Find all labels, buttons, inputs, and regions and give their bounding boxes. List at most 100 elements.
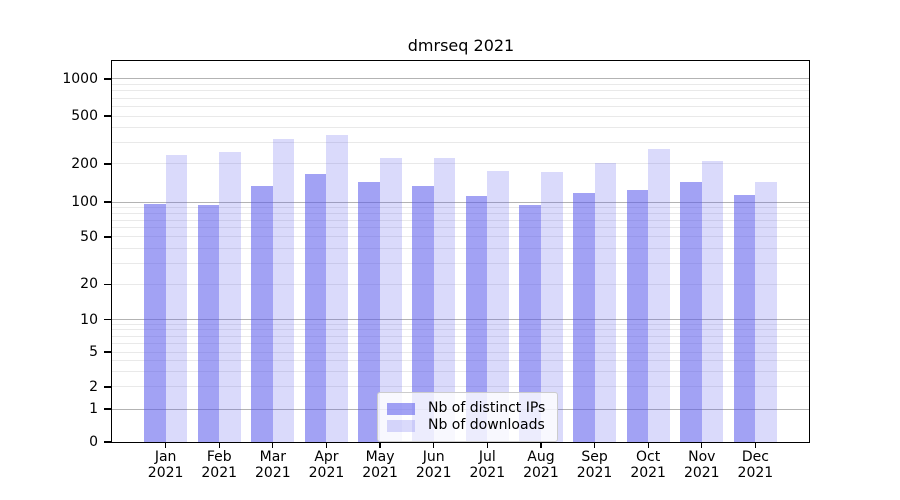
minor-gridline xyxy=(112,248,809,250)
minor-gridline xyxy=(112,386,809,388)
bar-distinct-ips-mar xyxy=(251,186,273,442)
x-tick-year: 2021 xyxy=(362,464,398,481)
x-tick-month: Nov xyxy=(688,449,716,465)
x-tick-label-jun: Jun 2021 xyxy=(402,449,466,481)
x-tick-month: Feb xyxy=(206,449,232,465)
y-tickmark xyxy=(104,115,111,117)
legend-swatch-downloads xyxy=(387,419,415,432)
x-tick-label-mar: Mar 2021 xyxy=(241,449,305,481)
minor-gridline xyxy=(112,360,809,362)
x-tickmark xyxy=(272,443,274,448)
legend: Nb of distinct IPs Nb of downloads xyxy=(377,392,559,442)
legend-label-distinct-ips: Nb of distinct IPs xyxy=(428,400,546,416)
y-tickmark xyxy=(104,283,111,286)
minor-gridline xyxy=(112,115,809,117)
x-tick-year: 2021 xyxy=(255,464,291,481)
y-tickmark xyxy=(104,408,111,410)
minor-gridline xyxy=(112,206,809,208)
minor-gridline xyxy=(112,163,809,165)
bar-downloads-jun xyxy=(433,158,456,442)
y-tick-label-5: 5 xyxy=(89,344,98,360)
y-tick-label-10: 10 xyxy=(80,311,98,328)
x-tickmark xyxy=(593,443,596,448)
bar-distinct-ips-nov xyxy=(680,182,702,442)
x-tickmark xyxy=(647,443,649,448)
plot-area: Nb of distinct IPs Nb of downloads xyxy=(111,60,810,443)
x-tick-year: 2021 xyxy=(523,464,559,481)
minor-gridline xyxy=(112,90,809,92)
bar-distinct-ips-jun xyxy=(412,185,434,442)
legend-row-distinct-ips: Nb of distinct IPs xyxy=(387,400,545,417)
x-tick-month: Jan xyxy=(154,449,177,465)
bar-downloads-apr xyxy=(326,135,349,442)
y-tickmark xyxy=(104,351,111,353)
bar-distinct-ips-feb xyxy=(197,204,220,442)
x-tick-month: Oct xyxy=(636,449,661,465)
x-tick-label-may: May 2021 xyxy=(348,449,412,481)
x-tick-year: 2021 xyxy=(683,464,720,481)
bar-downloads-may xyxy=(380,158,402,442)
bar-downloads-sep xyxy=(594,162,617,442)
bar-distinct-ips-aug xyxy=(519,205,541,442)
x-tickmark xyxy=(754,443,756,448)
minor-gridline xyxy=(112,127,809,129)
x-tick-month: Mar xyxy=(259,449,287,465)
bar-distinct-ips-apr xyxy=(304,174,327,442)
bar-distinct-ips-sep xyxy=(572,192,595,442)
x-tick-label-jul: Jul 2021 xyxy=(455,449,519,481)
x-tickmark xyxy=(325,443,328,448)
minor-gridline xyxy=(112,105,809,107)
minor-gridline xyxy=(112,262,809,264)
x-tick-label-nov: Nov 2021 xyxy=(670,449,734,481)
minor-gridline xyxy=(112,84,809,86)
y-tick-label-500: 500 xyxy=(71,108,98,125)
x-tickmark xyxy=(165,443,167,448)
y-tick-label-200: 200 xyxy=(71,155,98,172)
x-tick-label-sep: Sep 2021 xyxy=(563,449,627,481)
x-tick-label-feb: Feb 2021 xyxy=(187,449,251,481)
x-tick-month: Jun xyxy=(422,449,445,465)
x-tickmark xyxy=(433,443,435,448)
y-tickmark xyxy=(104,236,111,238)
y-tickmark xyxy=(104,78,111,80)
y-tickmark xyxy=(104,163,111,165)
minor-gridline xyxy=(112,283,809,285)
y-tick-label-2: 2 xyxy=(89,378,98,395)
minor-gridline xyxy=(112,219,809,221)
minor-gridline xyxy=(112,97,809,99)
bar-downloads-dec xyxy=(755,182,777,442)
bar-distinct-ips-jan xyxy=(144,204,166,442)
legend-label-downloads: Nb of downloads xyxy=(428,417,545,433)
bar-distinct-ips-may xyxy=(358,182,381,442)
minor-gridline xyxy=(112,212,809,214)
chart-title: dmrseq 2021 xyxy=(407,36,515,55)
minor-gridline xyxy=(112,335,809,337)
bar-downloads-oct xyxy=(648,148,670,442)
major-gridline xyxy=(112,78,809,80)
x-tickmark xyxy=(379,443,381,448)
bar-downloads-jan xyxy=(165,154,188,442)
y-tickmark xyxy=(104,318,111,321)
y-tick-label-1: 1 xyxy=(89,401,98,417)
x-tick-label-aug: Aug 2021 xyxy=(509,449,573,481)
x-tick-year: 2021 xyxy=(469,464,506,481)
bar-distinct-ips-oct xyxy=(626,189,649,442)
legend-swatch-distinct-ips xyxy=(387,402,415,415)
x-tick-label-apr: Apr 2021 xyxy=(294,449,358,481)
legend-row-downloads: Nb of downloads xyxy=(387,417,545,434)
y-tickmark xyxy=(104,201,111,203)
y-tick-label-100: 100 xyxy=(71,194,98,210)
x-tickmark xyxy=(218,443,220,448)
y-tick-label-1000: 1000 xyxy=(62,70,98,87)
bar-downloads-aug xyxy=(540,172,563,442)
x-tick-month: Jul xyxy=(478,449,496,465)
x-tick-label-dec: Dec 2021 xyxy=(723,449,787,481)
minor-gridline xyxy=(112,323,809,325)
x-tick-year: 2021 xyxy=(201,464,238,481)
bar-downloads-feb xyxy=(219,152,241,442)
minor-gridline xyxy=(112,329,809,331)
minor-gridline xyxy=(112,236,809,238)
y-tick-label-20: 20 xyxy=(80,276,98,293)
minor-gridline xyxy=(112,227,809,229)
